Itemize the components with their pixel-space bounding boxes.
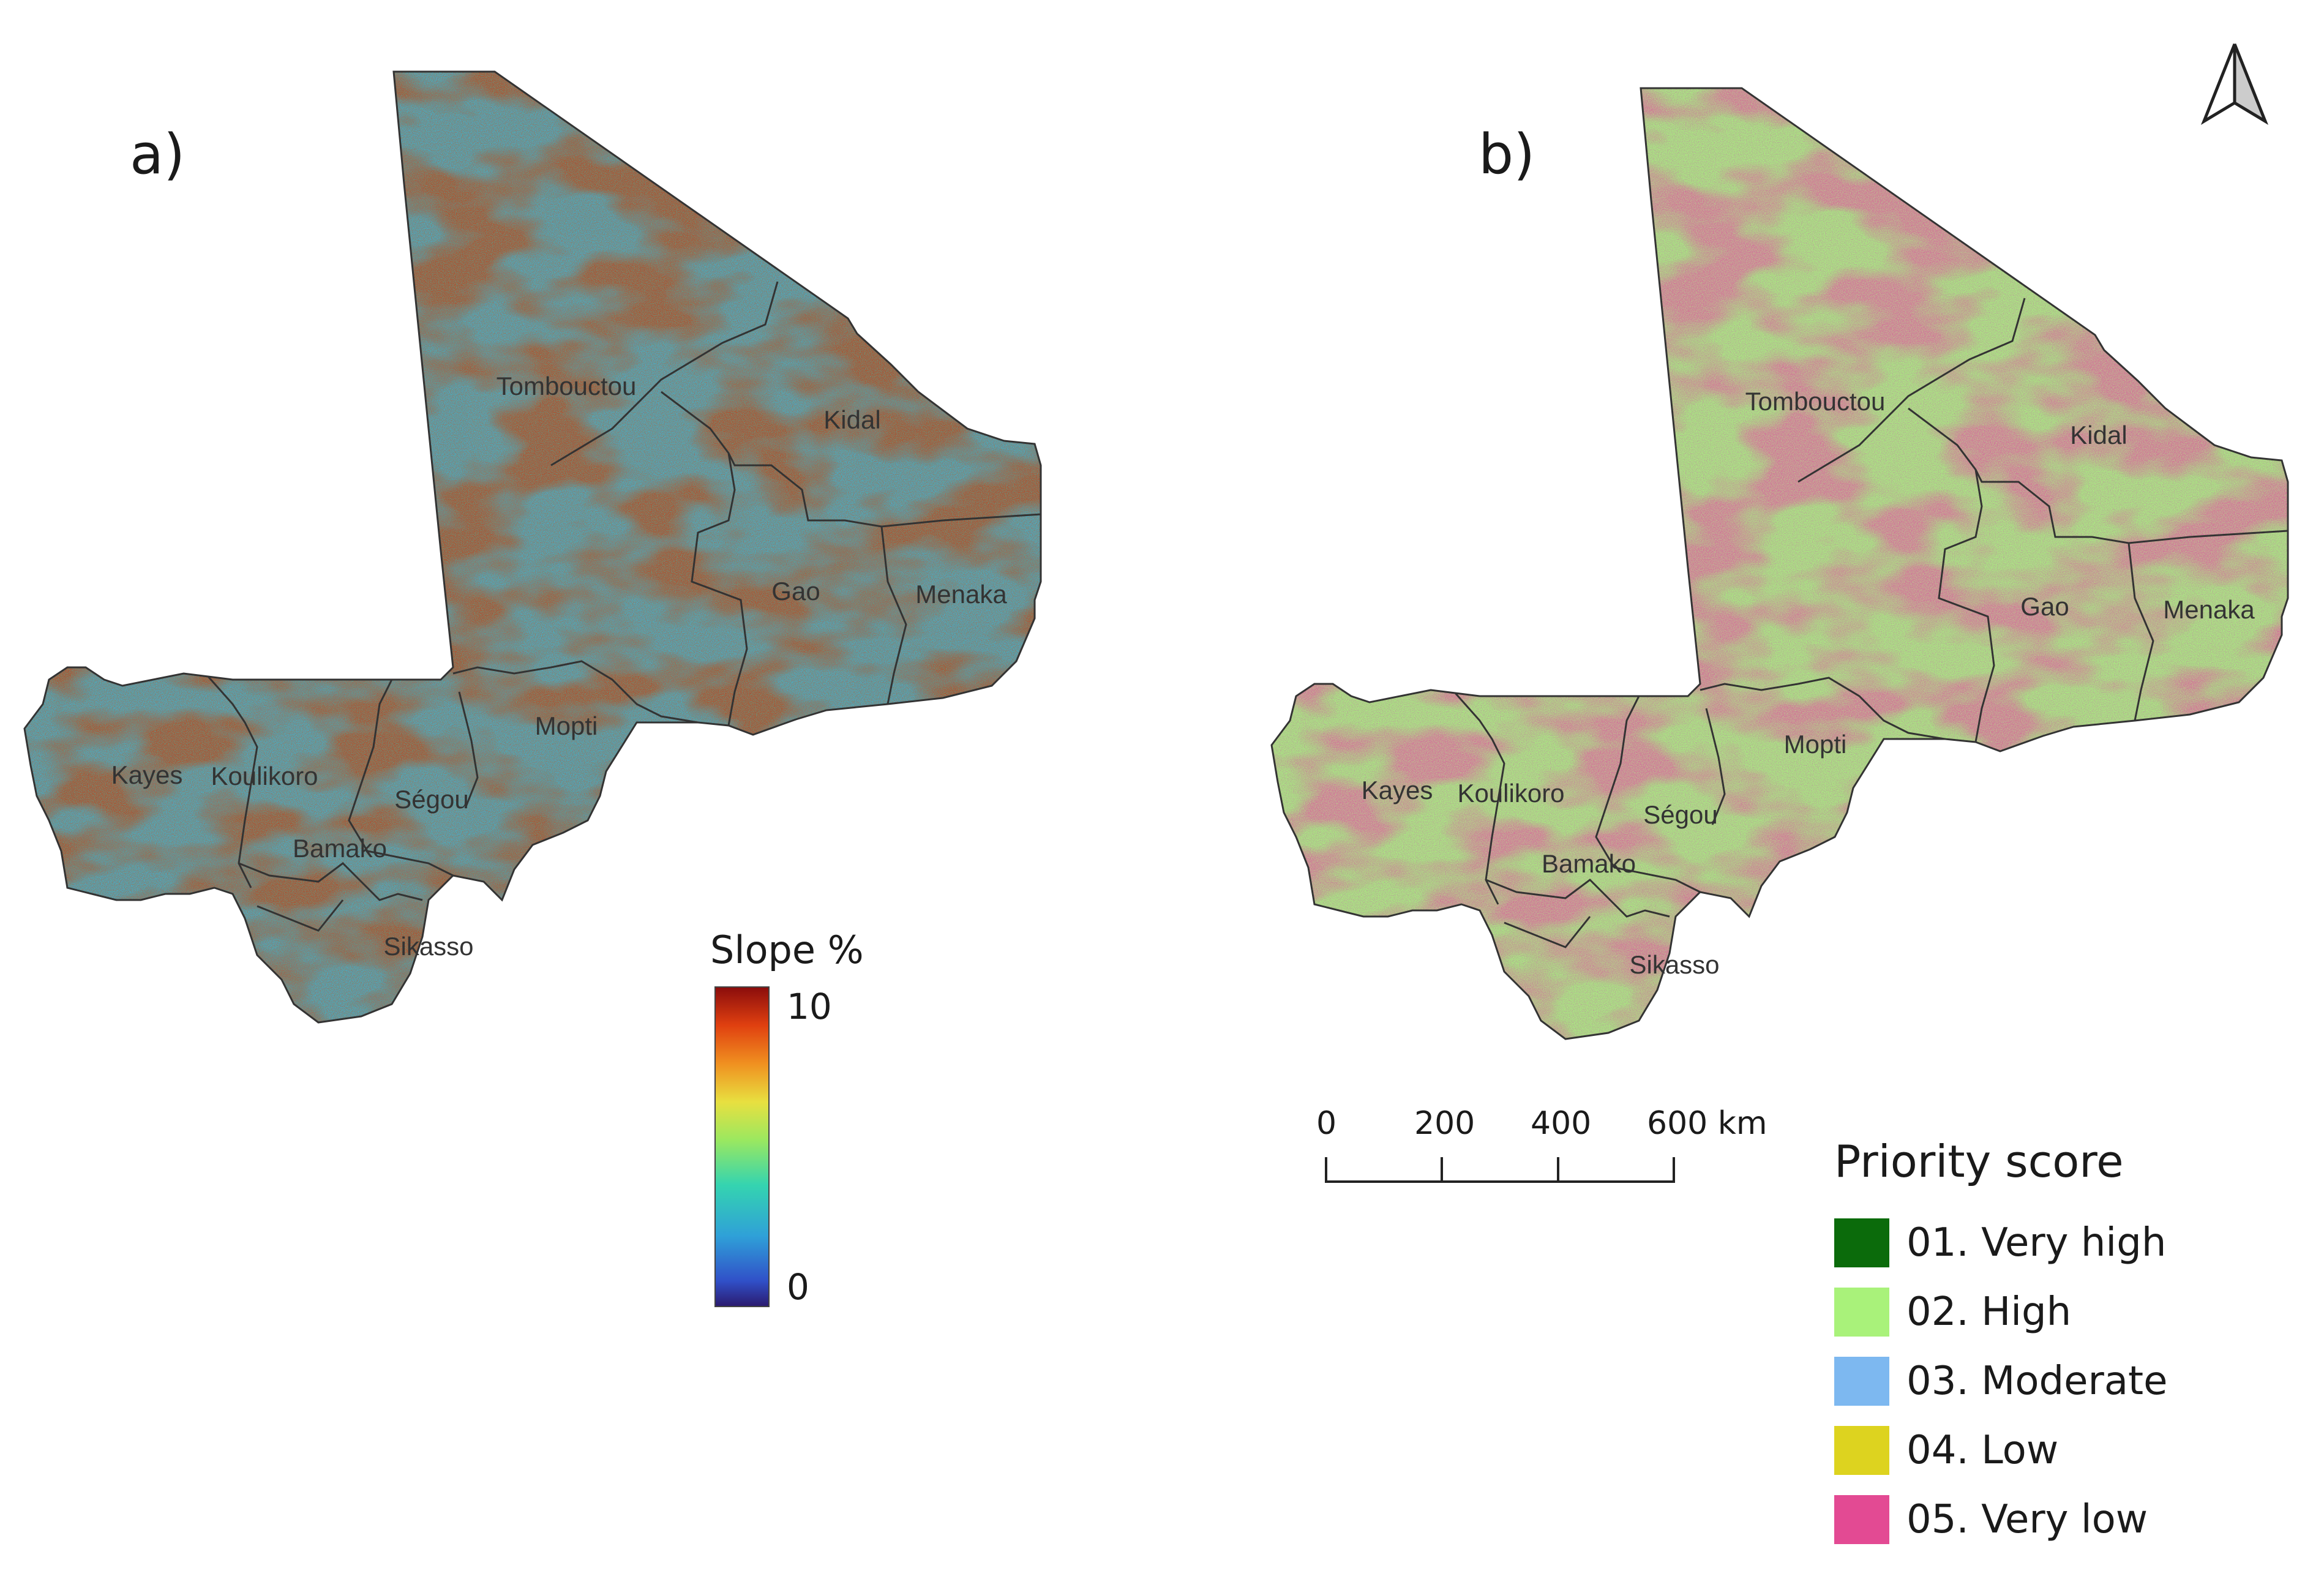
legend-swatch bbox=[1834, 1357, 1889, 1406]
region-b-label-mopti: Mopti bbox=[1784, 730, 1847, 759]
priority-map bbox=[1270, 87, 2289, 1040]
scale-bar bbox=[1325, 1157, 1675, 1183]
legend-item: 03. Moderate bbox=[1834, 1357, 2168, 1406]
region-labels-a: Tombouctou Kidal Gao Menaka Mopti Kayes Koulik… bbox=[111, 372, 1008, 961]
region-labels-b: Tombouctou Kidal Gao Menaka Mopti Kayes Koulik… bbox=[1362, 387, 2255, 979]
region-b-label-menaka: Menaka bbox=[2163, 595, 2255, 624]
panel-a-label: a) bbox=[130, 122, 186, 187]
region-b-label-kayes: Kayes bbox=[1362, 776, 1433, 805]
scale-tick-400: 400 bbox=[1531, 1105, 1592, 1142]
legend-label: 03. Moderate bbox=[1906, 1359, 2168, 1404]
scale-tick-0: 0 bbox=[1316, 1105, 1337, 1142]
legend-item: 02. High bbox=[1834, 1288, 2071, 1337]
colorbar-min-label: 0 bbox=[787, 1266, 809, 1308]
region-borders-a bbox=[207, 281, 1041, 932]
region-b-label-tombouctou: Tombouctou bbox=[1745, 387, 1886, 416]
region-borders-b bbox=[1454, 298, 2288, 948]
region-b-label-sikasso: Sikasso bbox=[1629, 950, 1719, 979]
region-a-label-sgou: Ségou bbox=[394, 785, 468, 814]
region-b-label-koulikoro: Koulikoro bbox=[1457, 779, 1564, 808]
region-a-label-gao: Gao bbox=[771, 577, 820, 606]
colorbar-ramp bbox=[714, 986, 770, 1307]
panel-b-label: b) bbox=[1479, 122, 1535, 187]
legend-label: 02. High bbox=[1906, 1289, 2072, 1335]
legend-title: Priority score bbox=[1834, 1136, 2124, 1187]
slope-map bbox=[23, 70, 1042, 1024]
legend-swatch bbox=[1834, 1495, 1889, 1544]
legend-swatch bbox=[1834, 1218, 1889, 1267]
scale-tick-600: 600 km bbox=[1647, 1105, 1767, 1142]
region-a-label-tombouctou: Tombouctou bbox=[497, 372, 637, 400]
region-b-label-gao: Gao bbox=[2020, 592, 2069, 621]
legend-label: 04. Low bbox=[1906, 1428, 2059, 1473]
legend-label: 01. Very high bbox=[1906, 1220, 2167, 1266]
region-a-label-kidal: Kidal bbox=[823, 405, 880, 434]
region-a-label-menaka: Menaka bbox=[915, 580, 1007, 609]
legend-swatch bbox=[1834, 1426, 1889, 1475]
legend-item: 05. Very low bbox=[1834, 1495, 2148, 1544]
region-b-label-kidal: Kidal bbox=[2070, 421, 2127, 449]
region-a-label-kayes: Kayes bbox=[111, 760, 183, 789]
region-a-label-mopti: Mopti bbox=[535, 711, 598, 740]
region-b-label-bamako: Bamako bbox=[1542, 849, 1636, 878]
north-arrow-icon bbox=[2200, 43, 2269, 125]
region-a-label-koulikoro: Koulikoro bbox=[211, 762, 318, 790]
colorbar-max-label: 10 bbox=[787, 986, 832, 1027]
colorbar-title: Slope % bbox=[710, 928, 864, 972]
region-a-label-bamako: Bamako bbox=[293, 834, 387, 863]
region-a-label-sikasso: Sikasso bbox=[383, 932, 473, 961]
region-b-label-sgou: Ségou bbox=[1643, 800, 1717, 829]
legend-swatch bbox=[1834, 1288, 1889, 1337]
legend-item: 04. Low bbox=[1834, 1426, 2058, 1475]
scale-tick-200: 200 bbox=[1414, 1105, 1475, 1142]
legend-label: 05. Very low bbox=[1906, 1497, 2148, 1542]
legend-item: 01. Very high bbox=[1834, 1218, 2166, 1267]
